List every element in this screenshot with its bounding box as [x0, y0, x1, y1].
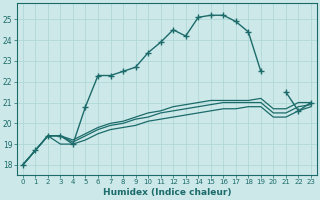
- X-axis label: Humidex (Indice chaleur): Humidex (Indice chaleur): [103, 188, 231, 197]
